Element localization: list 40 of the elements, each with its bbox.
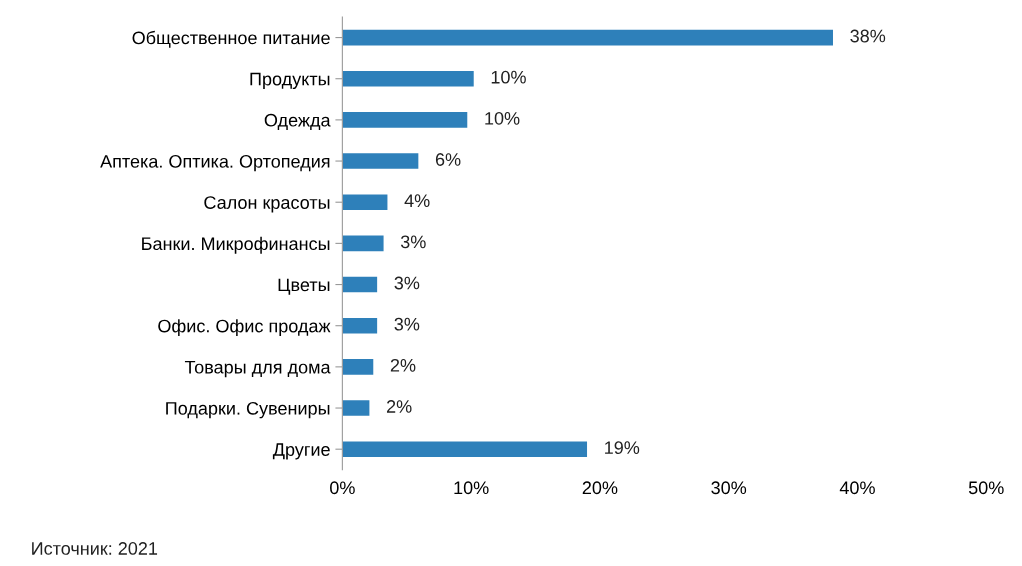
data-label: 6% <box>435 153 461 166</box>
bar <box>342 29 833 46</box>
data-label: 2% <box>386 400 412 413</box>
data-label: 10% <box>485 111 520 125</box>
y-tick-label: Другие <box>272 443 330 460</box>
bar <box>342 359 374 375</box>
x-tick-label: 40% <box>839 481 875 495</box>
data-label: 4% <box>404 194 430 207</box>
bar <box>342 235 384 252</box>
y-tick-label: Продукты <box>250 72 330 90</box>
bar <box>342 441 588 458</box>
data-label: 3% <box>394 276 420 290</box>
x-tick-label: 0% <box>330 481 355 495</box>
data-label: 10% <box>491 70 526 84</box>
y-tick-label: Аптека. Оптика. Ортопедия <box>100 154 330 172</box>
data-label: 38% <box>850 29 886 43</box>
bar <box>342 194 388 211</box>
bar <box>342 400 370 416</box>
data-label: 3% <box>400 235 426 249</box>
y-tick-label: Цветы <box>278 278 330 295</box>
y-tick-label: Салон красоты <box>204 196 330 213</box>
bar <box>342 153 419 169</box>
y-tick-label: Товары для дома <box>184 360 331 378</box>
y-tick-label: Банки. Микрофинансы <box>142 236 330 254</box>
y-tick-label: Одежда <box>264 113 331 131</box>
x-tick-label: 30% <box>711 481 747 495</box>
data-label: 2% <box>390 358 416 372</box>
y-tick-label: Общественное питание <box>132 30 330 48</box>
text: Источник: 2021 <box>32 542 158 555</box>
data-label: 19% <box>605 441 640 455</box>
bar <box>342 112 468 128</box>
data-label: 3% <box>394 317 420 331</box>
x-tick-label: 20% <box>582 481 618 495</box>
bar <box>342 317 378 334</box>
x-tick-label: 10% <box>454 481 489 495</box>
y-tick-label: Подарки. Сувениры <box>166 401 330 419</box>
bar <box>342 70 474 87</box>
bar <box>342 276 378 293</box>
x-tick-label: 50% <box>968 481 1004 495</box>
y-tick-label: Офис. Офис продаж <box>158 319 331 336</box>
